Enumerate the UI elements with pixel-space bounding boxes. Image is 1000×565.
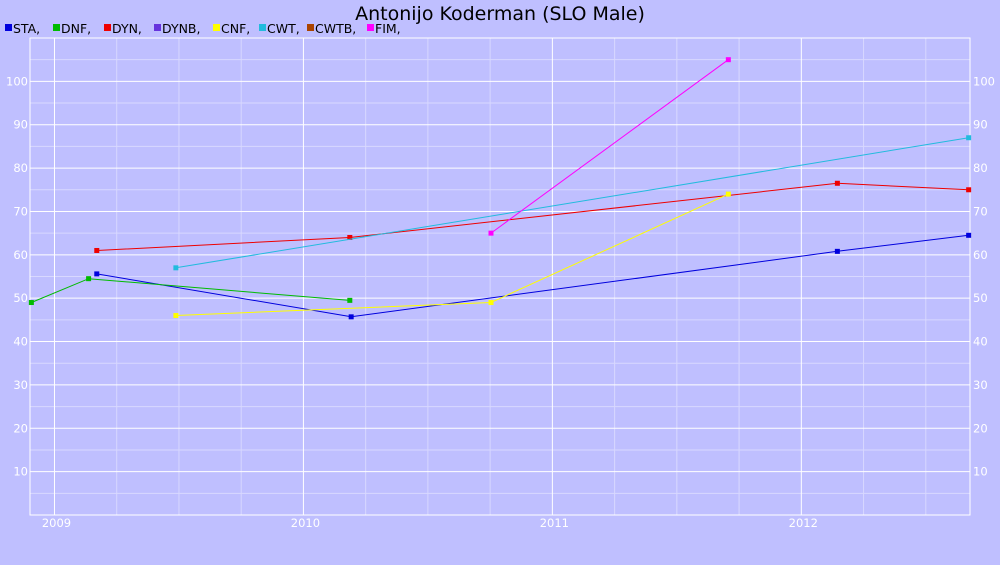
y-tick-label-left: 10 — [13, 465, 28, 479]
y-tick-label-right: 80 — [973, 161, 988, 175]
y-tick-label-left: 90 — [13, 118, 28, 132]
plot-frame — [29, 37, 971, 516]
y-tick-label-right: 100 — [973, 74, 995, 88]
legend-swatch-fim — [367, 24, 374, 31]
data-point-dyn — [834, 180, 840, 186]
series-dyn — [94, 180, 972, 253]
legend-swatch-dyn — [104, 24, 111, 31]
series-dnf — [28, 276, 353, 306]
y-tick-label-right: 90 — [973, 118, 988, 132]
axes: 10 10 20 20 30 30 40 40 50 50 60 60 70 70 80 80 90 90 100 1… — [6, 37, 995, 530]
series-group — [28, 57, 972, 320]
legend-label-sta: STA, — [13, 21, 40, 36]
data-point-cnf — [488, 300, 494, 306]
series-cnf — [173, 191, 731, 319]
legend-label-dynb: DYNB, — [162, 21, 200, 36]
series-line-sta — [96, 234, 969, 318]
legend-swatch-sta — [5, 24, 12, 31]
y-tick-label-right: 70 — [973, 204, 988, 218]
x-tick-label: 2011 — [540, 516, 569, 530]
data-point-sta — [94, 271, 100, 277]
legend: STA, DNF, DYN, DYNB, CNF, CWT, CWTB, FIM, — [5, 21, 401, 36]
data-point-dyn — [94, 247, 100, 253]
data-point-dnf — [28, 300, 34, 306]
y-tick-label-right: 30 — [973, 378, 988, 392]
legend-label-cwtb: CWTB, — [315, 21, 356, 36]
y-tick-label-left: 80 — [13, 161, 28, 175]
series-cwt — [173, 135, 972, 271]
y-tick-label-right: 60 — [973, 248, 988, 262]
legend-swatch-cwt — [259, 24, 266, 31]
data-point-dyn — [347, 234, 353, 240]
y-tick-label-right: 50 — [973, 291, 988, 305]
data-point-fim — [488, 230, 494, 236]
y-tick-label-right: 20 — [973, 421, 988, 435]
legend-label-dnf: DNF, — [61, 21, 91, 36]
grid — [30, 38, 970, 515]
legend-swatch-dynb — [154, 24, 161, 31]
y-tick-label-left: 50 — [13, 291, 28, 305]
data-point-dnf — [86, 276, 92, 282]
legend-label-cnf: CNF, — [221, 21, 250, 36]
y-tick-label-left: 60 — [13, 248, 28, 262]
data-point-dnf — [347, 297, 353, 303]
series-fim — [488, 57, 731, 236]
data-point-cnf — [173, 313, 179, 319]
series-line-dyn — [96, 182, 969, 251]
data-point-fim — [725, 57, 731, 63]
data-point-sta — [348, 314, 354, 320]
y-tick-label-left: 20 — [13, 421, 28, 435]
data-point-cnf — [725, 191, 731, 197]
y-tick-label-right: 10 — [973, 465, 988, 479]
y-tick-label-left: 30 — [13, 378, 28, 392]
data-point-cwt — [173, 265, 179, 271]
y-tick-label-right: 40 — [973, 335, 988, 349]
x-tick-label: 2009 — [42, 516, 71, 530]
data-point-sta — [834, 248, 840, 254]
x-tick-label: 2010 — [291, 516, 320, 530]
data-point-cwt — [966, 135, 972, 141]
y-tick-label-left: 70 — [13, 204, 28, 218]
series-line-cwt — [175, 137, 969, 269]
y-tick-label-left: 40 — [13, 335, 28, 349]
series-sta — [94, 232, 972, 320]
data-point-dyn — [966, 187, 972, 193]
legend-swatch-dnf — [53, 24, 60, 31]
legend-label-dyn: DYN, — [112, 21, 142, 36]
legend-swatch-cwtb — [307, 24, 314, 31]
legend-label-cwt: CWT, — [267, 21, 300, 36]
x-tick-label: 2012 — [789, 516, 818, 530]
legend-swatch-cnf — [213, 24, 220, 31]
legend-label-fim: FIM, — [375, 21, 401, 36]
series-line-fim — [490, 59, 729, 234]
chart-title: Antonijo Koderman (SLO Male) — [355, 3, 645, 25]
y-tick-label-left: 100 — [6, 74, 28, 88]
data-point-sta — [966, 232, 972, 238]
